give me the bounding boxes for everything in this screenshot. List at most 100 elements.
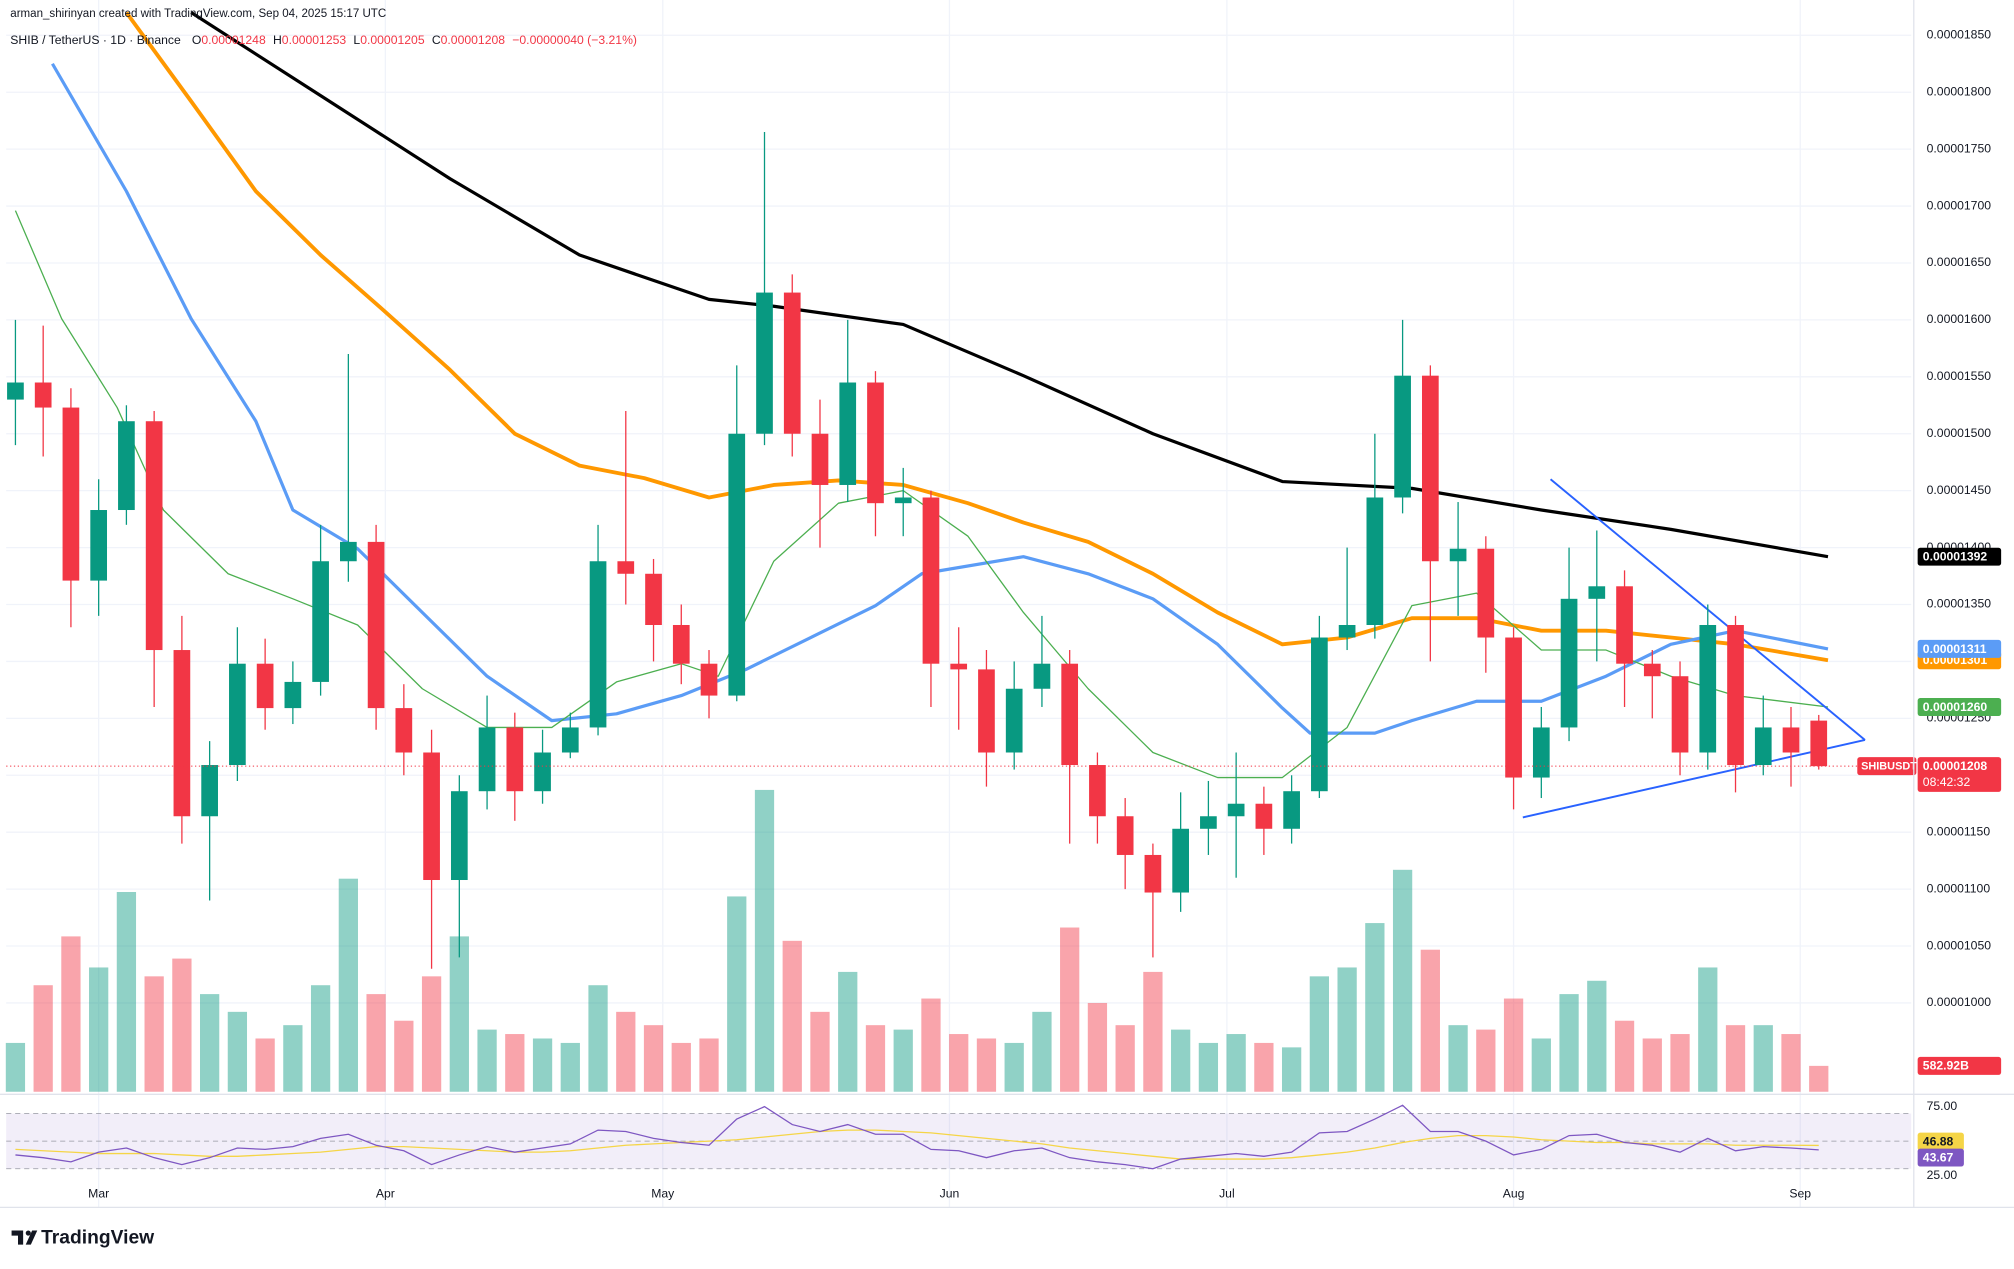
volume-bar <box>1448 1025 1468 1092</box>
volume-bar <box>1559 994 1579 1092</box>
volume-bar <box>5 1042 26 1092</box>
grid-layer <box>6 0 1912 1208</box>
candle-body <box>1338 624 1356 638</box>
candle-body <box>1421 375 1439 562</box>
candle-body <box>589 561 607 728</box>
y-tick-label: 0.00001750 <box>1927 141 1992 155</box>
volume-bar <box>1254 1042 1274 1092</box>
ma-label-bg <box>1917 697 2002 716</box>
volume-bar <box>671 1042 691 1092</box>
y-tick-label: 0.00001150 <box>1927 824 1991 838</box>
candle-body <box>534 752 551 792</box>
candle-body <box>1532 727 1550 778</box>
last-price-label: 0.00001208 <box>1923 759 1988 773</box>
volume-bar <box>421 976 442 1092</box>
moving-average <box>190 11 1829 559</box>
candle-body <box>90 510 108 581</box>
candle-body <box>1643 663 1661 677</box>
volume-bar <box>1087 1002 1108 1092</box>
symbol-legend: SHIB / TetherUS · 1D · Binance O0.000012… <box>10 33 637 47</box>
logo-text: TradingView <box>41 1227 155 1248</box>
candle-body <box>1227 803 1245 817</box>
ohlc-label: L <box>353 33 360 47</box>
volume-bar <box>449 936 469 1092</box>
volume-bar <box>560 1042 580 1092</box>
volume-bar <box>394 1020 414 1092</box>
candle-body <box>34 382 52 408</box>
axis-layer: 0.00001850 0.00001800 0.00001750 0.00001700… <box>88 28 2002 1201</box>
y-tick-label: 0.00001050 <box>1927 938 1992 952</box>
candle-body <box>229 663 246 766</box>
candle-body <box>617 561 635 574</box>
candle-body <box>1477 548 1495 638</box>
candle-body <box>284 681 302 709</box>
candle-body <box>645 573 662 625</box>
y-tick-label: 0.00001450 <box>1927 483 1992 497</box>
volume-bar <box>1309 976 1330 1092</box>
change: −0.00000040 (−3.21%) <box>512 33 637 47</box>
candle-body <box>1560 598 1578 728</box>
y-tick-label: 0.00001550 <box>1927 369 1992 383</box>
volume-bar <box>1337 967 1357 1092</box>
volume-bar <box>283 1025 303 1092</box>
volume-bar <box>1753 1025 1773 1092</box>
y-tick-label: 0.00001800 <box>1927 84 1992 98</box>
volume-bar <box>616 1011 636 1092</box>
volume-bar <box>200 994 220 1092</box>
candle-body <box>1061 663 1079 766</box>
volume-bar <box>1392 869 1413 1092</box>
candle-body <box>728 433 746 696</box>
volume-bar <box>949 1034 969 1092</box>
rsi-ma-label: 46.88 <box>1923 1134 1954 1148</box>
candle-body <box>1366 497 1384 625</box>
symbol-tag-bg <box>1857 757 1917 776</box>
volume-bar <box>1143 971 1163 1092</box>
candle-body <box>700 663 718 696</box>
candle-body <box>395 708 413 753</box>
rsi-layer <box>6 1104 1912 1170</box>
volume-bar <box>1476 1029 1496 1092</box>
ohlc-value: 0.00001205 <box>360 33 425 47</box>
volume-layer <box>5 789 1829 1092</box>
candle-body <box>1505 637 1522 778</box>
candle-body <box>7 382 24 400</box>
candle-body <box>1116 816 1134 855</box>
logo-icon <box>11 1230 38 1245</box>
volume-bar <box>1587 980 1607 1092</box>
candle-body <box>1255 803 1273 829</box>
volume-bar <box>976 1038 997 1092</box>
volume-label: 582.92B <box>1923 1059 1969 1073</box>
volume-bar <box>643 1025 664 1092</box>
rsi-label-bg <box>1917 1148 1964 1167</box>
volume-bar <box>61 936 81 1092</box>
x-tick-label: Jun <box>940 1187 960 1201</box>
candle-body <box>478 727 496 792</box>
y-tick-label: 0.00001700 <box>1927 198 1992 212</box>
volume-bar <box>588 985 608 1092</box>
volume-bar <box>532 1038 553 1092</box>
candle-body <box>1394 375 1411 498</box>
volume-bar <box>1281 1047 1302 1092</box>
volume-bar <box>1060 927 1080 1092</box>
last-price-bg <box>1917 757 2002 792</box>
ohlc-value: 0.00001208 <box>441 33 506 47</box>
candle-body <box>1144 854 1162 893</box>
volume-bar <box>1226 1034 1246 1092</box>
y-tick-label: 0.00001600 <box>1927 312 1992 326</box>
volume-bar <box>838 971 858 1092</box>
moving-average <box>51 62 1829 735</box>
rsi-tick-label: 25.00 <box>1927 1168 1958 1182</box>
candle-body <box>450 791 468 881</box>
volume-bar <box>116 892 137 1092</box>
candle-body <box>1033 663 1051 689</box>
candle-body <box>1005 688 1023 753</box>
volume-bar <box>1809 1065 1829 1092</box>
candle-body <box>423 752 440 881</box>
y-tick-label: 0.00001650 <box>1927 255 1992 269</box>
x-tick-label: Sep <box>1789 1187 1811 1201</box>
candle-body <box>950 663 968 670</box>
candle-body <box>1810 720 1828 767</box>
volume-bar <box>1670 1034 1690 1092</box>
